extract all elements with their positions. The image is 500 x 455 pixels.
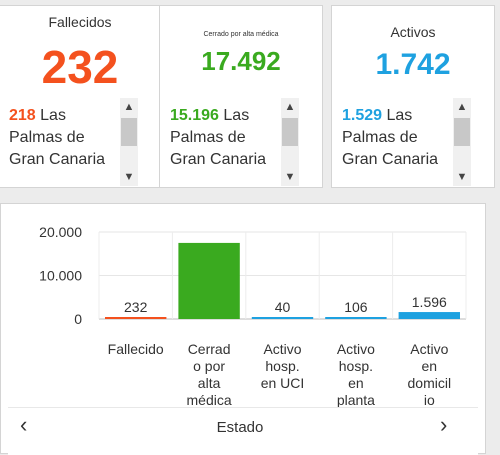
list-text: Las Palmas de Gran Canaria: [170, 107, 267, 168]
card-list: 15.196 Las Palmas de Gran Canaria: [170, 105, 278, 183]
bar: [325, 317, 387, 319]
list-text: Las Palmas de Gran Canaria: [342, 107, 439, 168]
bar: [398, 312, 460, 319]
card-value: 1.742: [375, 48, 451, 81]
y-tick-label: 0: [74, 311, 82, 327]
chevron-up-icon[interactable]: ▲: [123, 101, 135, 113]
scrollbar-thumb[interactable]: [282, 118, 298, 146]
chevron-down-icon[interactable]: ▼: [456, 171, 468, 183]
chart-nav-strip: [8, 407, 478, 455]
card-scrollbar[interactable]: ▲ ▼: [453, 98, 471, 186]
bar-value-label: 106: [344, 299, 368, 315]
x-tick-label: en UCI: [261, 375, 305, 391]
x-tick-label: hosp.: [339, 358, 373, 374]
x-tick-label: io: [424, 392, 435, 408]
scrollbar-thumb[interactable]: [454, 118, 470, 146]
x-tick-label: en: [348, 375, 364, 391]
y-tick-label: 20.000: [39, 224, 82, 240]
list-number: 15.196: [170, 107, 219, 124]
list-text: Las Palmas de Gran Canaria: [9, 107, 106, 168]
x-tick-label: hosp.: [265, 358, 299, 374]
bar-value-label: 1.596: [412, 294, 447, 310]
card-scrollbar[interactable]: ▲ ▼: [281, 98, 299, 186]
chevron-down-icon[interactable]: ▼: [123, 171, 135, 183]
card-scrollbar[interactable]: ▲ ▼: [120, 98, 138, 186]
scrollbar-thumb[interactable]: [121, 118, 137, 146]
card-list: 1.529 Las Palmas de Gran Canaria: [342, 105, 450, 183]
x-tick-label: médica: [187, 392, 232, 408]
chevron-right-icon[interactable]: ›: [440, 412, 448, 437]
x-tick-label: Fallecido: [108, 341, 164, 357]
card-value: 232: [41, 41, 119, 93]
card-cerrado: Cerrado por alta médica 17.492 15.196 La…: [159, 5, 323, 188]
bar: [251, 317, 314, 319]
chevron-down-icon[interactable]: ▼: [284, 171, 296, 183]
x-tick-label: planta: [337, 392, 375, 408]
card-activos: Activos 1.742 1.529 Las Palmas de Gran C…: [331, 5, 495, 188]
card-value: 17.492: [201, 46, 281, 76]
bar: [105, 317, 167, 319]
card-title: Fallecidos: [48, 14, 112, 30]
bar-value-label: 232: [124, 299, 148, 315]
x-tick-label: Cerrad: [188, 341, 231, 357]
x-tick-label: domicil: [408, 375, 452, 391]
chevron-up-icon[interactable]: ▲: [456, 101, 468, 113]
chevron-left-icon[interactable]: ‹: [20, 412, 28, 437]
card-fallecidos: Fallecidos 232 218 Las Palmas de Gran Ca…: [0, 5, 162, 188]
x-tick-label: alta: [198, 375, 221, 391]
list-number: 218: [9, 107, 36, 124]
x-tick-label: en: [422, 358, 438, 374]
card-title: Activos: [390, 24, 436, 40]
y-tick-label: 10.000: [39, 268, 82, 284]
x-tick-label: Activo: [410, 341, 448, 357]
bar-value-label: 40: [275, 299, 291, 315]
bar: [178, 242, 240, 319]
x-axis-title: Estado: [216, 419, 264, 436]
x-tick-label: Activo: [337, 341, 375, 357]
list-number: 1.529: [342, 107, 383, 124]
chevron-up-icon[interactable]: ▲: [284, 101, 296, 113]
card-list: 218 Las Palmas de Gran Canaria: [9, 105, 117, 183]
x-tick-label: Activo: [263, 341, 301, 357]
card-title: Cerrado por alta médica: [203, 31, 279, 38]
x-tick-label: o por: [193, 358, 225, 374]
